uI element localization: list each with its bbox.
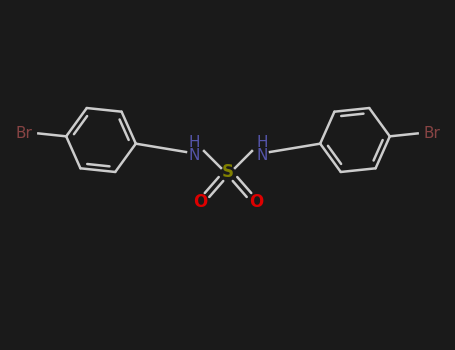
- Text: O: O: [193, 193, 207, 211]
- Text: Br: Br: [15, 126, 32, 141]
- Text: H
N: H N: [256, 135, 268, 163]
- Text: S: S: [222, 163, 234, 181]
- Text: H
N: H N: [188, 135, 200, 163]
- Text: O: O: [249, 193, 263, 211]
- Text: Br: Br: [424, 126, 440, 141]
